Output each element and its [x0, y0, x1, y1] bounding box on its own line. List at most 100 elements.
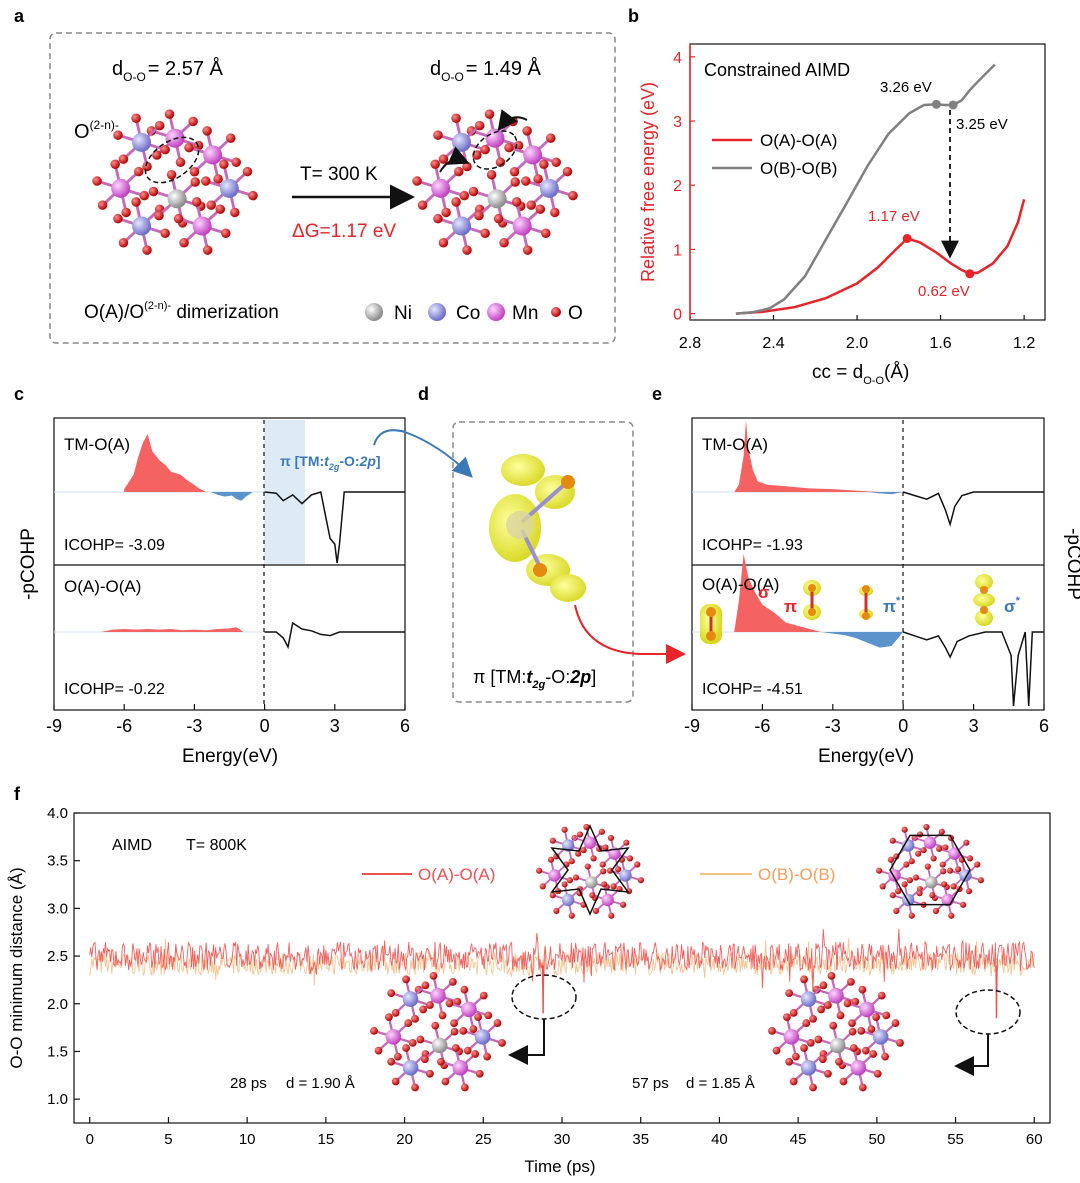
marker-point-1 — [948, 100, 958, 110]
oxygen-atom — [772, 1046, 781, 1055]
event-1-time: 28 ps — [230, 1075, 267, 1092]
oxygen-atom — [545, 133, 556, 143]
oxygen-atom — [895, 888, 902, 895]
oxygen-atom — [225, 133, 236, 143]
oxygen-atom — [602, 844, 609, 851]
panel-letter-c: c — [14, 384, 24, 404]
metal-atom — [431, 178, 451, 198]
oxygen-atom — [547, 856, 555, 863]
dimer-ellipse-right — [472, 130, 518, 170]
x-tick-label-0: 0 — [86, 1131, 94, 1148]
oxygen-atom — [504, 142, 514, 153]
oxygen-atom — [391, 1008, 400, 1017]
oxygen-atom — [634, 861, 641, 868]
oxygen-atom — [625, 888, 633, 895]
oxygen-atom — [451, 1044, 460, 1052]
oxygen-atom — [118, 238, 129, 248]
orbital-label-sigma-star: σ* — [1004, 595, 1021, 616]
oxygen-atom — [475, 1069, 484, 1078]
bonding-area-0 — [734, 420, 880, 492]
panel-f-axes: 0 5 10 15 20 25 30 35 40 45 50 55 60 1.0 1.5 2.0 2.5 3.0 3… — [47, 805, 1042, 1148]
oxygen-atom — [912, 874, 920, 881]
orbital-isosurface — [489, 454, 586, 602]
oxygen-atom — [940, 868, 947, 875]
oxygen-atom — [242, 166, 253, 177]
oxygen-atom — [882, 1011, 891, 1020]
oxygen-atom — [451, 197, 461, 207]
oxygen-atom — [941, 881, 948, 888]
oxygen-atom — [460, 1083, 469, 1092]
panel-c-frame — [53, 417, 406, 711]
x-tick-label-0: 2.8 — [679, 335, 701, 352]
oxygen-atom — [568, 912, 575, 919]
oxygen-atom — [608, 912, 615, 919]
cohp-line-0 — [902, 491, 1044, 528]
oxygen-atom — [819, 981, 828, 990]
oxygen-atom — [923, 823, 930, 831]
panel-f-ylabel: O-O minimum distance (Å) — [7, 867, 26, 1068]
panel-e-bottom-label: O(A)-O(A) — [702, 575, 779, 594]
metal-atom — [901, 839, 915, 852]
metal-atom — [452, 1059, 469, 1076]
oxygen-atom — [839, 1077, 848, 1086]
pi-band-label: π [TM:t2g-O:2p] — [280, 453, 381, 472]
oxygen-atom — [812, 985, 821, 994]
event-cluster-2 — [768, 972, 904, 1092]
oxygen-atom — [522, 245, 533, 255]
oxygen-atom — [536, 867, 543, 874]
oxygen-atom — [857, 1026, 866, 1035]
oxygen-atom — [188, 116, 198, 127]
oxygen-charge-label: O(2-n)- — [74, 118, 119, 143]
bonding-area-0 — [124, 434, 207, 492]
oxygen-atom — [184, 142, 194, 153]
oxygen-atom — [869, 1050, 878, 1058]
metal-atom — [548, 869, 561, 882]
oxygen-atom — [474, 210, 484, 221]
free-energy-label: ΔG=1.17 eV — [292, 221, 396, 242]
blue-connector-arrow — [373, 429, 473, 478]
oxygen-atom — [414, 985, 423, 994]
y-tick-label-6: 4.0 — [47, 805, 68, 822]
oxygen-atom — [445, 999, 454, 1008]
legend-o-label: O — [568, 303, 583, 324]
oxygen-atom — [438, 154, 449, 164]
oxygen-atom — [164, 109, 175, 119]
oxygen-atom — [916, 831, 924, 838]
oxygen-atom — [782, 1013, 791, 1021]
metal-atom — [132, 216, 152, 236]
metal-atom — [872, 1029, 889, 1045]
oxygen-atom — [966, 855, 974, 862]
panel-c-xlabel: Energy(eV) — [182, 746, 278, 767]
oxygen-atom — [879, 883, 886, 890]
oxygen-atom — [592, 907, 600, 915]
oxygen-atom — [814, 1035, 823, 1044]
oxygen-atom — [539, 883, 546, 890]
oxygen-atom — [615, 866, 622, 873]
oxygen-atom — [466, 126, 477, 136]
oxygen-atom — [620, 901, 627, 908]
oxygen-atom — [848, 1019, 856, 1028]
oxygen-atom — [374, 1046, 383, 1055]
panel-e-frame — [691, 417, 1045, 711]
legend-label-ob: O(B)-O(B) — [760, 159, 837, 178]
legend-mn-swatch — [487, 303, 505, 321]
oxygen-atom — [590, 855, 597, 862]
oxygen-atom — [142, 245, 152, 255]
oxygen-atom — [789, 1077, 798, 1086]
series-line-1 — [735, 63, 996, 315]
cohp-line-0 — [264, 491, 405, 564]
x-tick-label-0: -9 — [46, 716, 62, 736]
oxygen-atom — [843, 999, 852, 1008]
hexagon-inset-1 — [536, 823, 644, 919]
panel-f-xlabel: Time (ps) — [524, 1157, 595, 1176]
oxygen-atom — [963, 839, 970, 846]
oxygen-atom — [583, 823, 590, 831]
y-tick-label-2: 2 — [673, 178, 682, 195]
legend-co-label: Co — [456, 303, 480, 324]
oxygen-atom — [462, 161, 472, 172]
oxygen-atom — [809, 1014, 817, 1023]
oxygen-atom — [938, 828, 945, 835]
oxygen-atom — [906, 877, 914, 884]
panel-d-border — [452, 421, 634, 703]
oxygen-atom — [848, 1027, 857, 1036]
